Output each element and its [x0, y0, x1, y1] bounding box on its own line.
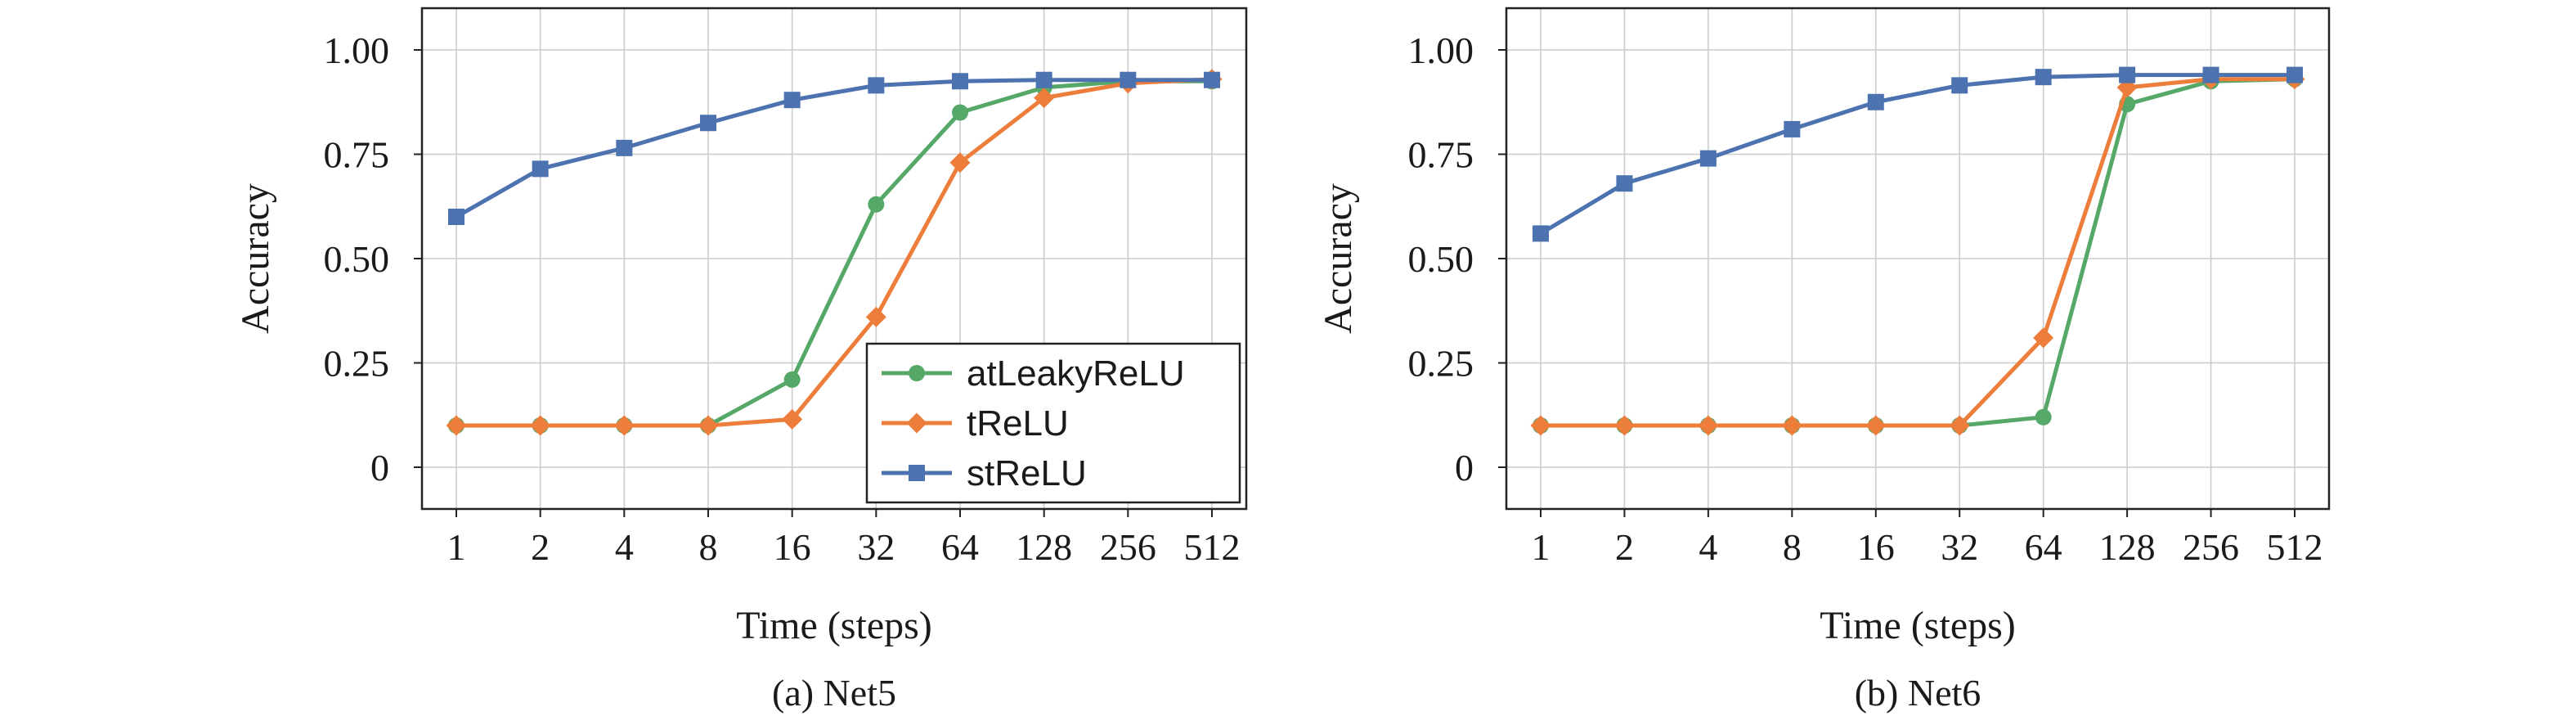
- x-tick-label: 256: [1100, 526, 1156, 568]
- series-line-tReLU: [1541, 77, 2295, 428]
- data-point-tReLU: [1530, 415, 1551, 436]
- data-point-tReLU: [949, 152, 971, 173]
- data-point-tReLU: [530, 415, 551, 436]
- x-tick-label: 2: [531, 526, 550, 568]
- y-tick-label: 0.25: [324, 343, 390, 385]
- data-point-stReLU: [700, 115, 716, 132]
- x-tick-label: 4: [1699, 526, 1717, 568]
- data-point-stReLU: [1951, 77, 1968, 94]
- x-tick-label: 4: [615, 526, 634, 568]
- data-point-tReLU: [446, 415, 467, 436]
- legend-label-tReLU: tReLU: [967, 403, 1069, 444]
- data-point-stReLU: [1616, 175, 1633, 192]
- legend-marker-atLeakyReLU: [909, 365, 925, 381]
- y-tick-label: 1.00: [324, 29, 390, 71]
- data-point-stReLU: [1867, 93, 1884, 110]
- data-point-stReLU: [1699, 150, 1717, 167]
- x-tick-label: 32: [857, 526, 895, 568]
- data-point-tReLU: [613, 415, 635, 436]
- x-tick-label: 128: [2099, 526, 2156, 568]
- x-tick-label: 16: [774, 526, 811, 568]
- x-axis-label: Time (steps): [736, 604, 932, 647]
- series-line-atLeakyReLU: [1541, 77, 2296, 428]
- y-tick-label: 1.00: [1408, 29, 1474, 71]
- data-point-tReLU: [1865, 415, 1887, 436]
- panel-caption: (a) Net5: [772, 672, 896, 714]
- plot-frame: [1505, 7, 2331, 511]
- panel-caption: (b) Net6: [1855, 672, 1981, 714]
- data-point-stReLU: [1533, 225, 1549, 242]
- x-tick-label: 32: [1941, 526, 1978, 568]
- data-point-stReLU: [1204, 71, 1220, 88]
- data-point-tReLU: [1949, 415, 1970, 436]
- x-tick-label: 256: [2183, 526, 2239, 568]
- data-point-tReLU: [865, 306, 886, 327]
- x-tick-label: 8: [699, 526, 718, 568]
- y-axis-label: Accuracy: [1317, 183, 1360, 334]
- x-tick-label: 512: [2267, 526, 2323, 568]
- legend-marker-stReLU: [909, 465, 925, 481]
- data-point-stReLU: [2119, 66, 2136, 83]
- data-point-tReLU: [698, 415, 719, 436]
- y-tick-label: 0: [1455, 447, 1474, 489]
- chart-panel-net6: 1 2 4 8 16 32 64 128 256 512 0 0.25 0.50 0.75 1.00 Time…: [1317, 7, 2331, 714]
- x-tick-label: 128: [1016, 526, 1072, 568]
- series-line-stReLU: [1539, 73, 2295, 236]
- data-point-stReLU: [2202, 66, 2219, 83]
- data-point-atLeakyReLU: [952, 104, 968, 121]
- y-axis-label: Accuracy: [234, 183, 277, 334]
- data-point-stReLU: [2035, 69, 2052, 86]
- data-point-stReLU: [952, 73, 968, 90]
- legend: atLeakyReLU tReLU stReLU: [865, 342, 1241, 504]
- y-tick-label: 0.75: [324, 134, 390, 176]
- data-point-stReLU: [616, 139, 633, 156]
- y-tick-label: 0.50: [1408, 238, 1474, 280]
- y-tick-label: 0.50: [324, 238, 390, 280]
- x-axis-label: Time (steps): [1820, 604, 2016, 647]
- x-tick-label: 1: [1532, 526, 1551, 568]
- legend-label-atLeakyReLU: atLeakyReLU: [967, 353, 1185, 394]
- x-tick-label: 1: [447, 526, 466, 568]
- y-tick-label: 0: [370, 447, 389, 489]
- legend-label-stReLU: stReLU: [967, 453, 1087, 493]
- data-point-stReLU: [1120, 71, 1137, 88]
- x-tick-label: 8: [1783, 526, 1802, 568]
- data-point-tReLU: [1781, 415, 1802, 436]
- data-point-atLeakyReLU: [2035, 408, 2052, 426]
- data-point-tReLU: [1698, 415, 1719, 436]
- data-point-tReLU: [782, 408, 803, 430]
- x-tick-label: 64: [2025, 526, 2062, 568]
- data-point-stReLU: [448, 209, 464, 225]
- y-tick-label: 0.75: [1408, 134, 1474, 176]
- data-point-stReLU: [1035, 71, 1052, 88]
- data-point-stReLU: [1784, 120, 1801, 137]
- data-point-stReLU: [2287, 66, 2303, 83]
- chart-panel-net5: 1 2 4 8 16 32 64 128 256 512 0 0.25 0.50 0.75 1.00 Time…: [234, 7, 1248, 714]
- plot-frame: [420, 7, 1248, 511]
- data-point-tReLU: [1034, 88, 1055, 109]
- x-tick-label: 16: [1857, 526, 1895, 568]
- x-tick-label: 512: [1184, 526, 1241, 568]
- data-point-stReLU: [868, 77, 885, 94]
- series-line-stReLU: [455, 78, 1212, 219]
- x-tick-label: 2: [1615, 526, 1634, 568]
- x-tick-label: 64: [941, 526, 979, 568]
- data-point-atLeakyReLU: [783, 371, 801, 388]
- data-point-tReLU: [1613, 415, 1635, 436]
- data-point-atLeakyReLU: [868, 196, 885, 213]
- data-point-stReLU: [783, 92, 801, 109]
- y-tick-label: 0.25: [1408, 343, 1474, 385]
- legend-marker-tReLU: [906, 412, 927, 434]
- series-line-tReLU: [456, 77, 1213, 428]
- data-point-tReLU: [2033, 327, 2054, 349]
- data-point-stReLU: [532, 160, 549, 178]
